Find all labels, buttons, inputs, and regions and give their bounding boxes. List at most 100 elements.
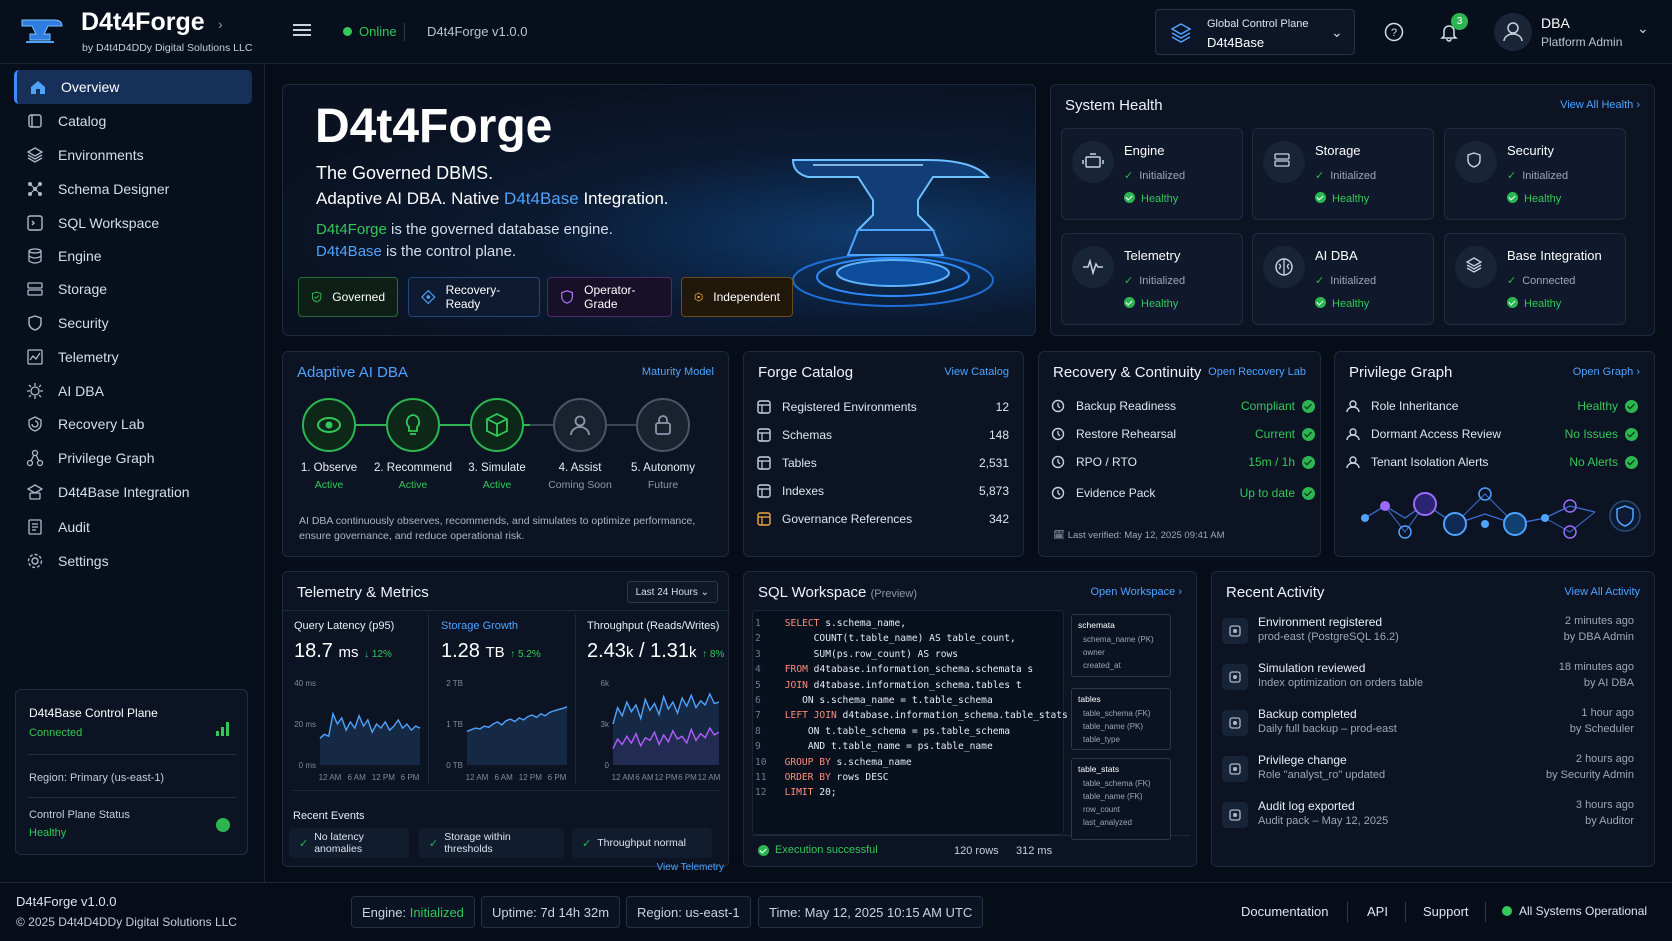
series-area	[467, 706, 567, 765]
recovery-row[interactable]: Evidence Pack Up to date	[1051, 483, 1315, 503]
recent-activity-panel: Recent Activity View All Activity	[1211, 571, 1655, 867]
recovery-row[interactable]: Restore Rehearsal Current	[1051, 424, 1315, 444]
layers-icon	[1455, 246, 1497, 288]
activity-item[interactable]: Environment registered prod-east (Postgre…	[1222, 614, 1634, 654]
chevron-right-icon[interactable]: ›	[218, 16, 223, 32]
check-circle-icon	[1625, 455, 1638, 469]
sidebar-item-catalog[interactable]: Catalog	[14, 104, 252, 138]
y-tick-label: 40 ms	[294, 679, 316, 688]
storage-icon	[1263, 141, 1305, 183]
integration-icon	[26, 484, 44, 500]
sidebar-item-audit[interactable]: Audit	[14, 510, 252, 544]
app-title[interactable]: D4t4Forge	[81, 8, 205, 36]
activity-item[interactable]: Audit log exported Audit pack – May 12, 2…	[1222, 798, 1634, 838]
health-card-storage[interactable]: Storage ✓ Initialized Healthy	[1252, 128, 1434, 220]
badge-operator-grade: Operator-Grade	[547, 277, 672, 317]
sidebar-item-d4t4base-integration[interactable]: D4t4Base Integration	[14, 475, 252, 509]
series-line	[319, 711, 421, 739]
ai-dba-step-4[interactable]	[553, 398, 607, 452]
recovery-row[interactable]: Backup Readiness Compliant	[1051, 396, 1315, 416]
catalog-row[interactable]: Tables 2,531	[757, 453, 1009, 473]
ai-dba-step-1[interactable]	[302, 398, 356, 452]
sidebar-item-engine[interactable]: Engine	[14, 239, 252, 273]
sidebar-item-overview[interactable]: Overview	[14, 70, 252, 104]
sidebar-item-ai-dba[interactable]: AI DBA	[14, 374, 252, 408]
catalog-row[interactable]: Indexes 5,873	[757, 481, 1009, 501]
control-plane-selector[interactable]: Global Control Plane D4t4Base ⌄	[1155, 9, 1355, 55]
open-graph-link[interactable]: Open Graph ›	[1572, 366, 1640, 378]
check-circle-icon	[1507, 192, 1518, 203]
sidebar-item-sql-workspace[interactable]: SQL Workspace	[14, 206, 252, 240]
sql-code-line: 2 COUNT(t.table_name) AS table_count,	[755, 633, 1016, 645]
anvil-illustration-icon	[753, 105, 1023, 325]
y-tick-label: 1 TB	[446, 720, 463, 729]
view-all-activity-link[interactable]: View All Activity	[1564, 586, 1640, 598]
privilege-row[interactable]: Dormant Access Review No Issues	[1346, 424, 1638, 444]
privilege-row[interactable]: Role Inheritance Healthy	[1346, 396, 1638, 416]
top-bar: D4t4Forge › by D4t4D4DDy Digital Solutio…	[0, 0, 1672, 64]
sidebar-item-environments[interactable]: Environments	[14, 138, 252, 172]
user-menu-chevron-icon[interactable]: ⌄	[1637, 20, 1649, 36]
time-range-select[interactable]: Last 24 Hours ⌄	[626, 581, 718, 603]
view-catalog-link[interactable]: View Catalog	[944, 366, 1009, 378]
open-workspace-link[interactable]: Open Workspace ›	[1090, 586, 1182, 598]
x-tick-label: 12 AM	[698, 773, 721, 782]
help-icon[interactable]: ?	[1384, 22, 1404, 42]
catalog-row[interactable]: Governance References 342	[757, 509, 1009, 529]
recovery-row[interactable]: RPO / RTO 15m / 1h	[1051, 452, 1315, 472]
schema-table-tables[interactable]: tables table_schema (FK) table_name (PK) ta…	[1071, 688, 1171, 750]
sidebar-item-telemetry[interactable]: Telemetry	[14, 340, 252, 374]
check-circle-icon	[1302, 455, 1315, 469]
health-card-engine[interactable]: Engine ✓ Initialized Healthy	[1061, 128, 1243, 220]
view-telemetry-link[interactable]: View Telemetry	[656, 862, 724, 873]
sidebar-item-security[interactable]: Security	[14, 306, 252, 340]
health-card-base-integration[interactable]: Base Integration ✓ Connected Healthy	[1444, 233, 1626, 325]
restore-icon	[1051, 427, 1065, 441]
user-icon	[1346, 428, 1360, 441]
recovery-title: Recovery & Continuity	[1053, 364, 1202, 381]
ai-dba-step-3[interactable]	[470, 398, 524, 452]
check-icon: ✓	[299, 837, 309, 850]
sql-editor[interactable]	[752, 610, 1064, 835]
open-recovery-lab-link[interactable]: Open Recovery Lab	[1208, 366, 1306, 378]
menu-icon[interactable]	[293, 22, 311, 38]
health-card-telemetry[interactable]: Telemetry ✓ Initialized Healthy	[1061, 233, 1243, 325]
api-link[interactable]: API	[1367, 904, 1388, 919]
documentation-link[interactable]: Documentation	[1241, 904, 1329, 919]
view-all-health-link[interactable]: View All Health ›	[1560, 99, 1640, 111]
catalog-row[interactable]: Registered Environments 12	[757, 397, 1009, 417]
health-card-security[interactable]: Security ✓ Initialized Healthy	[1444, 128, 1626, 220]
activity-item[interactable]: Backup completed Daily full backup – prod…	[1222, 706, 1634, 746]
sidebar-item-privilege-graph[interactable]: Privilege Graph	[14, 441, 252, 475]
sidebar-item-label: Security	[58, 315, 109, 331]
user-name[interactable]: DBA	[1541, 15, 1570, 31]
health-card-ai-dba[interactable]: AI DBA ✓ Initialized Healthy	[1252, 233, 1434, 325]
privilege-row[interactable]: Tenant Isolation Alerts No Alerts	[1346, 452, 1638, 472]
ai-dba-step-5[interactable]	[636, 398, 690, 452]
ai-dba-step-2[interactable]	[386, 398, 440, 452]
home-icon	[31, 81, 45, 94]
activity-item[interactable]: Privilege change Role "analyst_ro" update…	[1222, 752, 1634, 792]
ai-dba-step-status: Active	[314, 479, 344, 491]
avatar[interactable]	[1494, 13, 1532, 51]
version-label: D4t4Forge v1.0.0	[427, 24, 528, 39]
schema-table-table-stats[interactable]: table_stats table_schema (FK) table_name (…	[1071, 758, 1171, 840]
schema-table-schemata[interactable]: schemata schema_name (PK) owner created_at	[1071, 614, 1171, 677]
x-tick-label: 12 PM	[372, 773, 395, 782]
catalog-row[interactable]: Schemas 148	[757, 425, 1009, 445]
activity-item[interactable]: Simulation reviewed Index optimization on…	[1222, 660, 1634, 700]
support-link[interactable]: Support	[1423, 904, 1469, 919]
badge-governed: Governed	[298, 277, 398, 317]
sidebar-item-schema-designer[interactable]: Schema Designer	[14, 172, 252, 206]
bell-icon[interactable]	[1439, 22, 1459, 42]
ai-dba-step-label: 2. Recommend	[374, 462, 452, 474]
maturity-model-link[interactable]: Maturity Model	[641, 366, 714, 378]
sidebar-item-settings[interactable]: Settings	[14, 544, 252, 578]
sidebar-item-recovery-lab[interactable]: Recovery Lab	[14, 407, 252, 441]
gear-icon	[27, 553, 43, 569]
table-icon	[757, 456, 771, 470]
sidebar-item-storage[interactable]: Storage	[14, 272, 252, 306]
sidebar-item-label: Environments	[58, 147, 144, 163]
x-tick-label: 6 AM	[635, 773, 654, 782]
